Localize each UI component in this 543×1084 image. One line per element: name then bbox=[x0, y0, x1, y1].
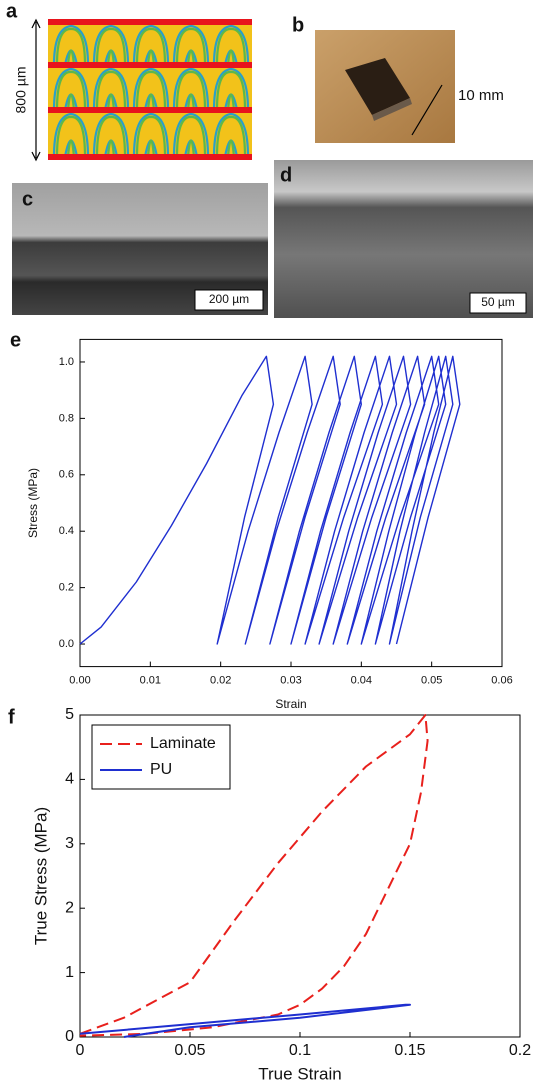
panel-label: e bbox=[10, 329, 21, 351]
y-axis-label: True Stress (MPa) bbox=[31, 807, 50, 945]
x-tick-label: 0.05 bbox=[174, 1042, 205, 1059]
data-line bbox=[79, 355, 461, 645]
y-tick-label: 0 bbox=[65, 1028, 74, 1045]
x-tick-label: 0.03 bbox=[280, 675, 301, 687]
schematic bbox=[31, 18, 252, 162]
fiber-arch bbox=[135, 115, 167, 158]
panel-label: c bbox=[22, 188, 33, 210]
laminate-core bbox=[48, 22, 252, 158]
scale-box bbox=[194, 289, 264, 311]
y-tick-label: 0.0 bbox=[59, 638, 74, 650]
fiber-arch bbox=[175, 27, 207, 66]
layer bbox=[48, 19, 252, 25]
y-tick-label: 5 bbox=[65, 706, 74, 723]
data-line bbox=[79, 1003, 411, 1038]
sem-image bbox=[274, 160, 533, 318]
y-tick-label: 1.0 bbox=[59, 356, 74, 368]
image-panels: a 800 µm b 10 mm c 200 µm d 50 µm bbox=[6, 0, 533, 318]
panel-label: d bbox=[280, 164, 292, 186]
fiber-arch bbox=[55, 27, 87, 66]
scale-box bbox=[469, 292, 527, 314]
scale-label: 50 µm bbox=[481, 295, 515, 309]
y-tick-label: 4 bbox=[65, 771, 74, 788]
x-axis-label: Strain bbox=[275, 697, 306, 711]
panel-label: b bbox=[292, 14, 304, 36]
y-tick-label: 0.2 bbox=[59, 582, 74, 594]
fiber-arch bbox=[135, 70, 167, 111]
x-tick-label: 0 bbox=[76, 1042, 85, 1059]
fiber-arch bbox=[175, 115, 207, 158]
layer bbox=[48, 107, 252, 113]
layer bbox=[48, 154, 252, 160]
x-tick-label: 0.05 bbox=[421, 675, 442, 687]
plot-frame bbox=[79, 338, 503, 668]
x-tick-label: 0.00 bbox=[69, 675, 90, 687]
sample-edge bbox=[372, 98, 412, 121]
legend-label: Laminate bbox=[150, 735, 216, 752]
fiber-arch bbox=[215, 27, 247, 66]
annotation: 10 mm bbox=[458, 87, 504, 104]
y-tick-label: 3 bbox=[65, 835, 74, 852]
x-tick-label: 0.2 bbox=[509, 1042, 531, 1059]
arrow-heads bbox=[31, 18, 41, 162]
scale-label: 200 µm bbox=[209, 292, 249, 306]
x-tick-label: 0.1 bbox=[289, 1042, 311, 1059]
x-tick-label: 0.01 bbox=[140, 675, 161, 687]
y-tick-label: 1 bbox=[65, 964, 74, 981]
fiber-arch bbox=[55, 115, 87, 158]
x-tick-label: 0.04 bbox=[351, 675, 372, 687]
fiber-arch bbox=[55, 70, 87, 111]
fiber-arch bbox=[135, 27, 167, 66]
legend-label: PU bbox=[150, 761, 172, 778]
data-line bbox=[79, 714, 429, 1037]
y-axis-label: Stress (MPa) bbox=[26, 468, 40, 538]
fiber-arch bbox=[95, 115, 127, 158]
x-tick-label: 0.02 bbox=[210, 675, 231, 687]
y-tick-label: 0.4 bbox=[59, 525, 74, 537]
fiber-arch bbox=[215, 70, 247, 111]
fiber-arch bbox=[95, 27, 127, 66]
panel-label: f bbox=[8, 706, 15, 728]
x-tick-label: 0.15 bbox=[394, 1042, 425, 1059]
layer bbox=[48, 62, 252, 68]
y-tick-label: 2 bbox=[65, 899, 74, 916]
fiber-arch bbox=[95, 70, 127, 111]
sample bbox=[345, 58, 410, 115]
annotation: 800 µm bbox=[13, 67, 29, 114]
fiber-arch bbox=[215, 115, 247, 158]
fiber-arch bbox=[175, 70, 207, 111]
x-tick-label: 0.06 bbox=[491, 675, 512, 687]
panel-label: a bbox=[6, 0, 18, 22]
y-tick-label: 0.6 bbox=[59, 469, 74, 481]
x-axis-label: True Strain bbox=[258, 1064, 341, 1083]
legend-box bbox=[91, 724, 231, 790]
scale-arrow bbox=[411, 84, 443, 136]
y-tick-label: 0.8 bbox=[59, 412, 74, 424]
